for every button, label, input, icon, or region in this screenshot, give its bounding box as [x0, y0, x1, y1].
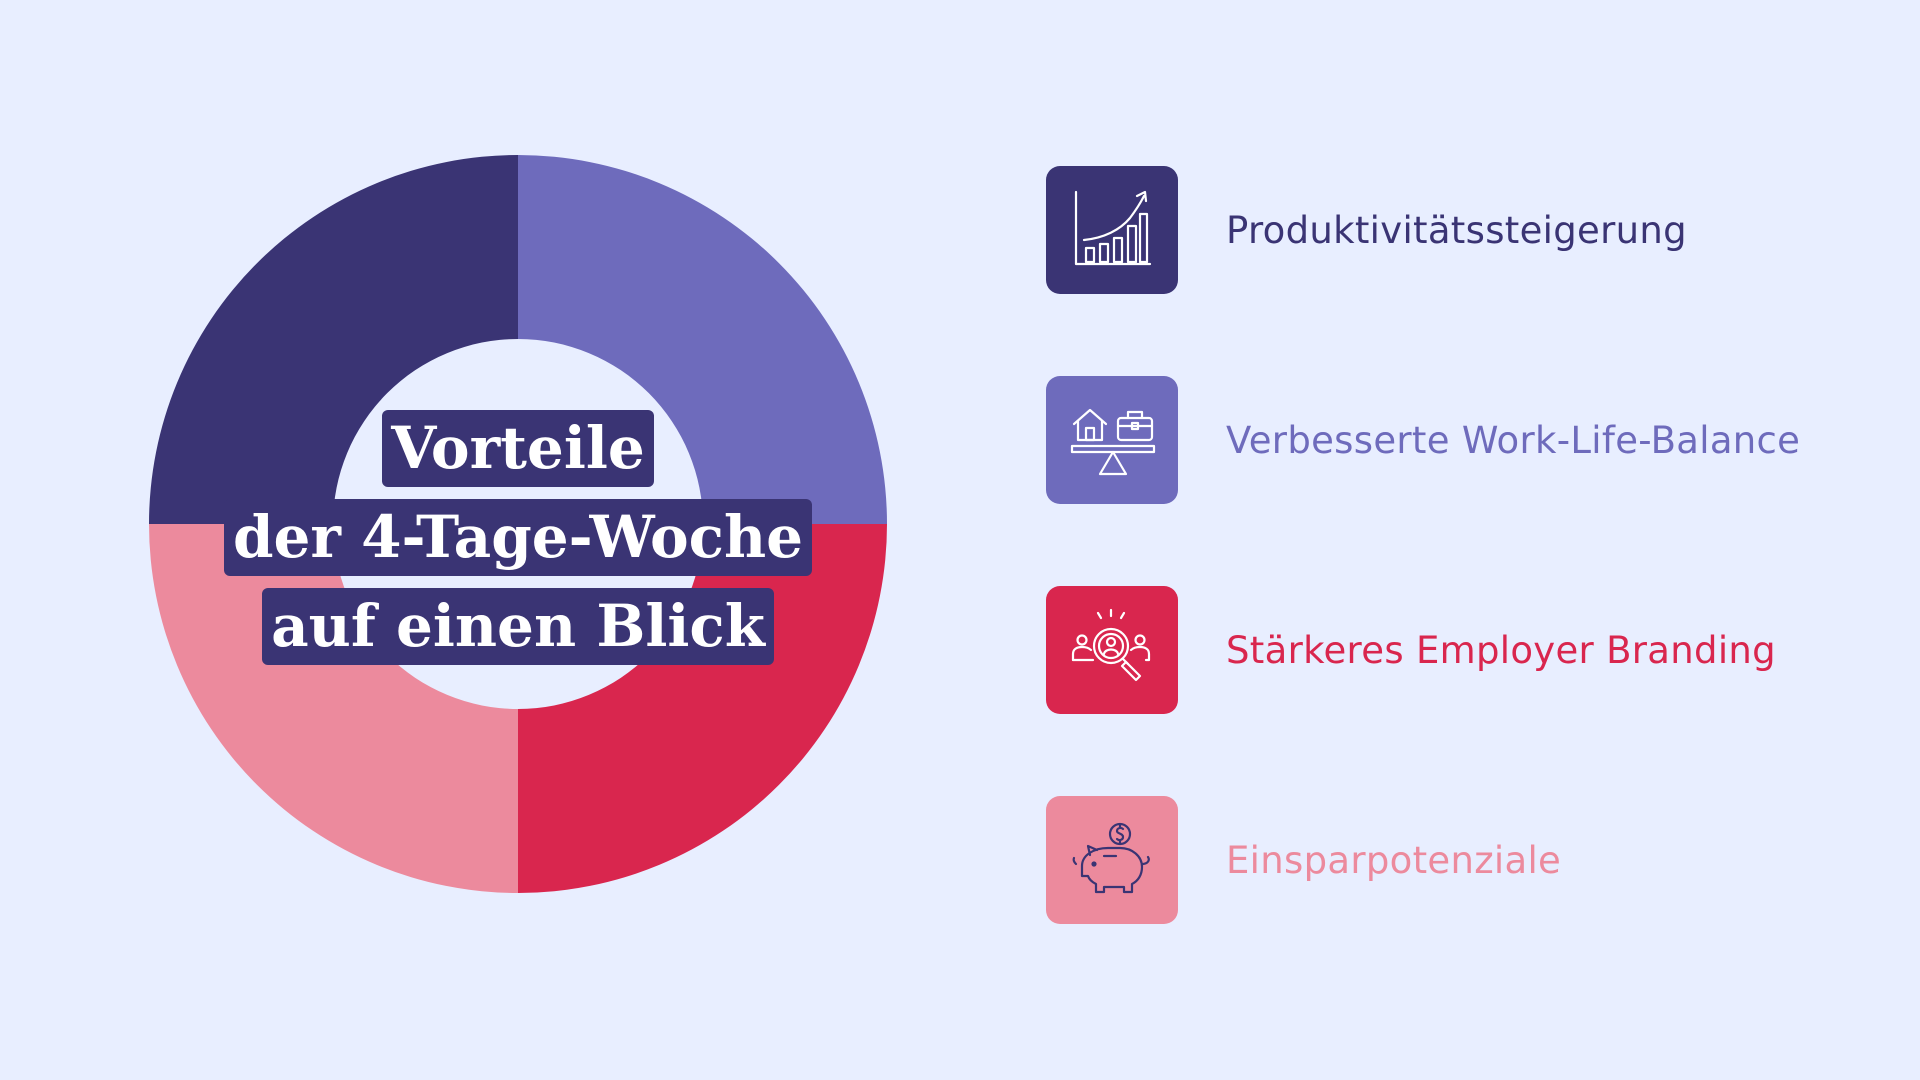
legend-label-employer-branding: Stärkeres Employer Branding: [1226, 628, 1776, 672]
legend-item-productivity: Produktivitätssteigerung: [1046, 165, 1906, 295]
work-life-balance-scale-icon: [1070, 408, 1156, 476]
legend-label-work-life-balance: Verbesserte Work-Life-Balance: [1226, 418, 1801, 462]
title-line-2: der 4-Tage-Woche: [223, 499, 813, 576]
donut-slice-produktivitaetssteigerung: [518, 155, 887, 524]
growth-chart-icon: [1074, 190, 1152, 266]
legend-item-work-life-balance: Verbesserte Work-Life-Balance: [1046, 375, 1906, 505]
legend-item-savings: Einsparpotenziale: [1046, 795, 1906, 925]
legend-label-savings: Einsparpotenziale: [1226, 838, 1562, 882]
title-line-3: auf einen Blick: [262, 588, 774, 665]
legend-label-productivity: Produktivitätssteigerung: [1226, 208, 1687, 252]
legend-icon-box-employer-branding: [1046, 586, 1178, 714]
legend-icon-box-productivity: [1046, 166, 1178, 294]
legend-icon-box-savings: [1046, 796, 1178, 924]
legend-icon-box-work-life-balance: [1046, 376, 1178, 504]
donut-slice-staerkeres-employer-branding: [518, 524, 887, 893]
chart-title: Vorteile der 4-Tage-Woche auf einen Blic…: [150, 410, 886, 665]
piggy-bank-icon: [1072, 822, 1150, 894]
title-line-1: Vorteile: [382, 410, 654, 487]
employer-branding-search-icon: [1071, 608, 1151, 682]
legend-item-employer-branding: Stärkeres Employer Branding: [1046, 585, 1906, 715]
donut-slice-verbesserte-work-life-balance: [149, 155, 518, 524]
donut-slice-einsparpotenziale: [149, 524, 518, 893]
